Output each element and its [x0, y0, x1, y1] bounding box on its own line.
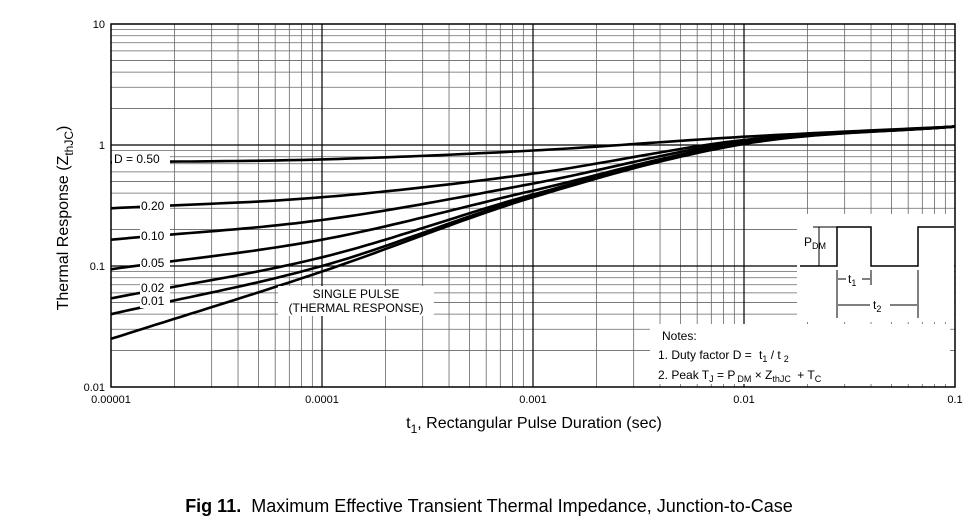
series-labels: D = 0.50 0.20 0.10 0.05 0.02 0.01 SINGLE…: [112, 152, 434, 316]
x-tick-label: 0.00001: [91, 394, 131, 406]
note-2-text: 2. Peak T: [658, 368, 710, 382]
inset-t1-label: t1: [848, 272, 856, 288]
note-2-times: × Z: [755, 368, 773, 382]
x-tick-label: 0.01: [733, 394, 754, 406]
inset-t1-sub: 1: [851, 278, 856, 288]
pulse-waveform-inset: PDM t1 t2: [797, 214, 954, 322]
pulse-waveform: [800, 226, 954, 267]
note-1-slash: / t: [771, 348, 782, 362]
inset-t2: t: [873, 298, 877, 312]
note-2-eq: = P: [717, 368, 735, 382]
plot-frame: [110, 23, 956, 388]
note-2-plus: + T: [797, 368, 815, 382]
single-pulse-label-line1: SINGLE PULSE: [313, 287, 400, 301]
series-lines: [110, 125, 956, 341]
x-tick-label: 0.1: [947, 394, 962, 406]
inset-t2-sub: 2: [876, 304, 881, 314]
x-axis-title: t1, Rectangular Pulse Duration (sec): [406, 415, 662, 436]
note-2-tj-sub: J: [709, 374, 714, 384]
figure-caption: Fig 11. Maximum Effective Transient Therm…: [0, 496, 978, 517]
series-label-002: 0.02: [141, 281, 165, 295]
series-label-005: 0.05: [141, 256, 165, 270]
y-axis-title: Thermal Response (ZthJC): [55, 126, 76, 311]
y-tick-labels: 0.01 0.1 1 10: [84, 19, 105, 394]
notes-title: Notes:: [662, 329, 697, 343]
note-1-t1-sub: 1: [762, 354, 767, 364]
note-2-pdm-sub: DM: [737, 374, 751, 384]
x-tick-label: 0.0001: [305, 394, 339, 406]
inset-pdm-sub: DM: [812, 241, 826, 251]
inset-pdm-label: PDM: [804, 235, 826, 251]
y-tick-label: 0.01: [84, 382, 105, 394]
x-axis-title-main: t: [406, 415, 411, 432]
inset-pdm: P: [804, 235, 812, 249]
thermal-response-chart: 0.00001 0.0001 0.001 0.01 0.1 0.01 0.1 1 10 The…: [55, 19, 963, 436]
note-1-text: 1. Duty factor D =: [658, 348, 752, 362]
y-tick-label: 10: [93, 19, 105, 31]
note-2-z-sub: thJC: [772, 374, 791, 384]
y-axis-title-main: Thermal Response (Z: [55, 155, 72, 310]
series-label-d050: D = 0.50: [114, 152, 160, 166]
x-axis-title-rest: , Rectangular Pulse Duration (sec): [417, 415, 662, 432]
y-axis-title-sub: thJC: [62, 131, 76, 156]
series-label-020: 0.20: [141, 199, 165, 213]
figure-number: Fig 11.: [185, 496, 242, 516]
series-line-6: [110, 125, 956, 341]
y-axis-title-end: ): [55, 126, 72, 131]
single-pulse-label-line2: (THERMAL RESPONSE): [289, 301, 424, 315]
x-tick-labels: 0.00001 0.0001 0.001 0.01 0.1: [91, 394, 963, 406]
y-tick-label: 1: [99, 140, 105, 152]
inset-t1: t: [848, 272, 852, 286]
figure-title: Maximum Effective Transient Thermal Impe…: [251, 496, 793, 516]
series-label-010: 0.10: [141, 229, 165, 243]
note-1-t2-sub: 2: [784, 354, 789, 364]
inset-t2-label: t2: [873, 298, 881, 314]
note-2: 2. Peak TJ = P DM × ZthJC + TC: [658, 368, 822, 385]
y-tick-label: 0.1: [90, 261, 105, 273]
series-label-001: 0.01: [141, 294, 165, 308]
note-2-tc-sub: C: [815, 374, 822, 384]
x-axis-title-sub: 1: [411, 422, 418, 436]
note-1-t1: t: [759, 348, 763, 362]
x-tick-label: 0.001: [519, 394, 547, 406]
